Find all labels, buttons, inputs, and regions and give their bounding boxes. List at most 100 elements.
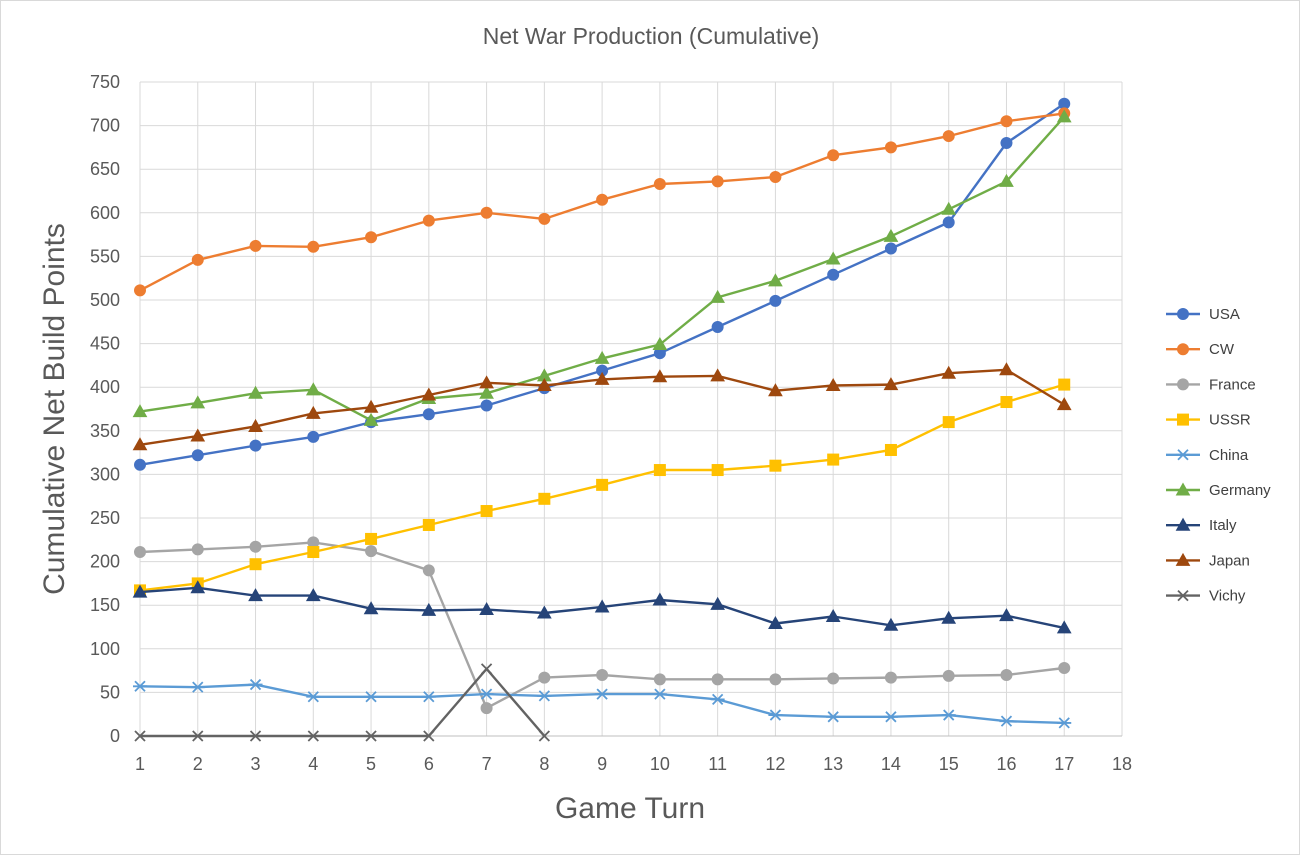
y-tick-label: 0 xyxy=(110,726,120,746)
legend-marker-ussr xyxy=(1177,413,1189,426)
data-point-japan xyxy=(1056,397,1072,411)
data-point-china xyxy=(710,693,725,706)
legend-marker-france xyxy=(1177,378,1189,391)
data-point-cw xyxy=(942,130,955,143)
data-point-italy xyxy=(479,602,494,616)
data-point-usa xyxy=(307,430,320,443)
series-layer xyxy=(132,97,1072,742)
series-ussr xyxy=(134,378,1071,597)
x-tick-label: 16 xyxy=(996,754,1016,774)
data-point-ussr xyxy=(307,546,320,559)
x-tick-label: 3 xyxy=(251,754,261,774)
data-point-china xyxy=(479,688,494,700)
data-point-japan xyxy=(132,437,148,451)
data-point-japan xyxy=(883,377,899,391)
y-tick-label: 50 xyxy=(100,682,120,702)
legend-label-france: France xyxy=(1209,376,1256,393)
data-point-italy xyxy=(941,610,957,624)
legend-item-cw: CW xyxy=(1166,341,1235,358)
series-line-vichy xyxy=(140,667,546,738)
data-point-ussr xyxy=(827,453,840,466)
series-japan xyxy=(132,362,1072,451)
data-point-france xyxy=(769,673,782,686)
legend-label-cw: CW xyxy=(1209,341,1235,358)
data-point-china xyxy=(248,678,263,691)
data-point-italy xyxy=(190,580,206,594)
data-point-ussr xyxy=(1058,378,1071,391)
data-point-vichy xyxy=(538,730,550,742)
legend-marker-germany xyxy=(1175,482,1191,496)
y-tick-label: 300 xyxy=(90,464,120,484)
x-tick-label: 2 xyxy=(193,754,203,774)
y-tick-label: 350 xyxy=(90,421,120,441)
y-tick-label: 150 xyxy=(90,595,120,615)
y-tick-label: 250 xyxy=(90,508,120,528)
data-point-china xyxy=(421,691,436,703)
series-cw xyxy=(134,107,1071,297)
data-point-germany xyxy=(132,404,148,418)
data-point-japan xyxy=(710,368,726,382)
data-point-france xyxy=(249,540,262,553)
data-point-ussr xyxy=(653,464,666,477)
x-tick-label: 8 xyxy=(539,754,549,774)
data-point-italy xyxy=(710,596,726,610)
data-point-japan xyxy=(190,428,206,442)
data-point-france xyxy=(480,702,493,715)
data-point-japan xyxy=(652,369,668,383)
data-point-france xyxy=(365,545,378,558)
data-point-germany xyxy=(190,395,206,409)
x-tick-label: 15 xyxy=(939,754,959,774)
data-point-cw xyxy=(769,171,782,184)
data-point-cw xyxy=(596,193,609,206)
y-tick-label: 100 xyxy=(90,639,120,659)
legend-marker-cw xyxy=(1177,343,1189,356)
data-point-china xyxy=(306,691,321,703)
y-tick-label: 500 xyxy=(90,290,120,310)
data-point-italy xyxy=(248,588,263,602)
data-point-vichy xyxy=(423,730,435,742)
data-point-vichy xyxy=(249,730,262,742)
data-point-ussr xyxy=(422,518,435,531)
legend-marker-italy xyxy=(1175,517,1191,531)
data-point-cw xyxy=(653,178,666,191)
data-point-cw xyxy=(480,206,493,219)
data-point-italy xyxy=(132,584,148,598)
data-point-italy xyxy=(883,617,899,631)
series-germany xyxy=(132,109,1072,426)
data-point-germany xyxy=(479,385,494,399)
data-point-france xyxy=(1058,661,1071,674)
data-point-ussr xyxy=(596,478,609,491)
data-point-usa xyxy=(711,321,724,334)
data-point-china xyxy=(826,711,841,723)
data-point-china xyxy=(1057,717,1072,729)
x-tick-label: 13 xyxy=(823,754,843,774)
legend-item-italy: Italy xyxy=(1166,517,1237,534)
data-point-japan xyxy=(305,405,321,419)
data-point-germany xyxy=(305,382,321,396)
data-point-ussr xyxy=(711,464,724,477)
y-tick-label: 200 xyxy=(90,552,120,572)
legend-label-vichy: Vichy xyxy=(1209,588,1246,605)
data-point-china xyxy=(190,681,205,693)
legend-marker-china xyxy=(1176,449,1190,461)
legend-marker-usa xyxy=(1177,308,1189,320)
x-tick-label: 6 xyxy=(424,754,434,774)
data-point-ussr xyxy=(538,492,551,505)
x-tick-label: 11 xyxy=(708,754,727,774)
legend: USA CW France USSR China Germany Italy Japan Vic… xyxy=(1166,306,1271,605)
y-tick-label: 650 xyxy=(90,159,120,179)
data-point-germany xyxy=(710,289,726,303)
x-axis-title: Game Turn xyxy=(555,792,705,825)
legend-item-germany: Germany xyxy=(1166,482,1271,499)
x-tick-label: 1 xyxy=(135,754,145,774)
data-point-france xyxy=(942,669,955,682)
data-point-usa xyxy=(1000,137,1013,150)
data-point-cw xyxy=(1000,115,1013,128)
y-tick-label: 750 xyxy=(90,72,120,92)
data-point-cw xyxy=(134,284,146,297)
data-point-china xyxy=(595,688,610,700)
data-point-vichy xyxy=(307,730,319,742)
data-point-china xyxy=(883,711,898,723)
data-point-japan xyxy=(363,399,379,413)
